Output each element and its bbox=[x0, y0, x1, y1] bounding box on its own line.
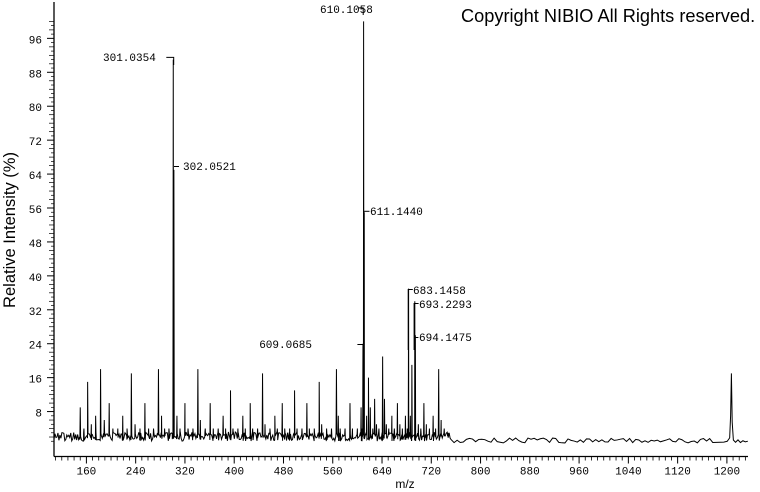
svg-text:240: 240 bbox=[126, 467, 146, 479]
svg-text:56: 56 bbox=[29, 205, 42, 217]
svg-text:8: 8 bbox=[35, 409, 42, 421]
svg-text:400: 400 bbox=[224, 467, 244, 479]
svg-text:302.0521: 302.0521 bbox=[183, 162, 236, 174]
svg-text:48: 48 bbox=[29, 239, 42, 251]
svg-text:694.1475: 694.1475 bbox=[419, 333, 472, 345]
svg-text:88: 88 bbox=[29, 69, 42, 81]
svg-text:16: 16 bbox=[29, 375, 42, 387]
svg-text:160: 160 bbox=[76, 467, 96, 479]
svg-text:72: 72 bbox=[29, 137, 42, 149]
svg-text:80: 80 bbox=[29, 103, 42, 115]
svg-text:693.2293: 693.2293 bbox=[419, 300, 472, 312]
svg-text:24: 24 bbox=[29, 341, 43, 353]
svg-text:720: 720 bbox=[421, 467, 441, 479]
svg-text:1040: 1040 bbox=[615, 467, 641, 479]
svg-text:640: 640 bbox=[372, 467, 392, 479]
svg-text:40: 40 bbox=[29, 273, 42, 285]
svg-text:32: 32 bbox=[29, 307, 42, 319]
svg-text:64: 64 bbox=[29, 171, 43, 183]
svg-text:960: 960 bbox=[569, 467, 589, 479]
svg-text:609.0685: 609.0685 bbox=[259, 340, 312, 352]
svg-text:m/z: m/z bbox=[395, 477, 414, 491]
svg-text:560: 560 bbox=[323, 467, 343, 479]
svg-text:880: 880 bbox=[520, 467, 540, 479]
svg-text:683.1458: 683.1458 bbox=[413, 286, 466, 298]
svg-text:Copyright NIBIO All Rights res: Copyright NIBIO All Rights reserved. bbox=[461, 6, 755, 26]
svg-text:800: 800 bbox=[471, 467, 491, 479]
svg-text:611.1440: 611.1440 bbox=[370, 207, 423, 219]
svg-text:320: 320 bbox=[175, 467, 195, 479]
svg-text:480: 480 bbox=[274, 467, 294, 479]
svg-text:610.1058: 610.1058 bbox=[320, 5, 373, 17]
svg-text:Relative Intensity (%): Relative Intensity (%) bbox=[1, 152, 19, 308]
svg-text:96: 96 bbox=[29, 35, 42, 47]
svg-text:1120: 1120 bbox=[664, 467, 690, 479]
svg-text:1200: 1200 bbox=[714, 467, 740, 479]
svg-text:301.0354: 301.0354 bbox=[103, 53, 156, 65]
